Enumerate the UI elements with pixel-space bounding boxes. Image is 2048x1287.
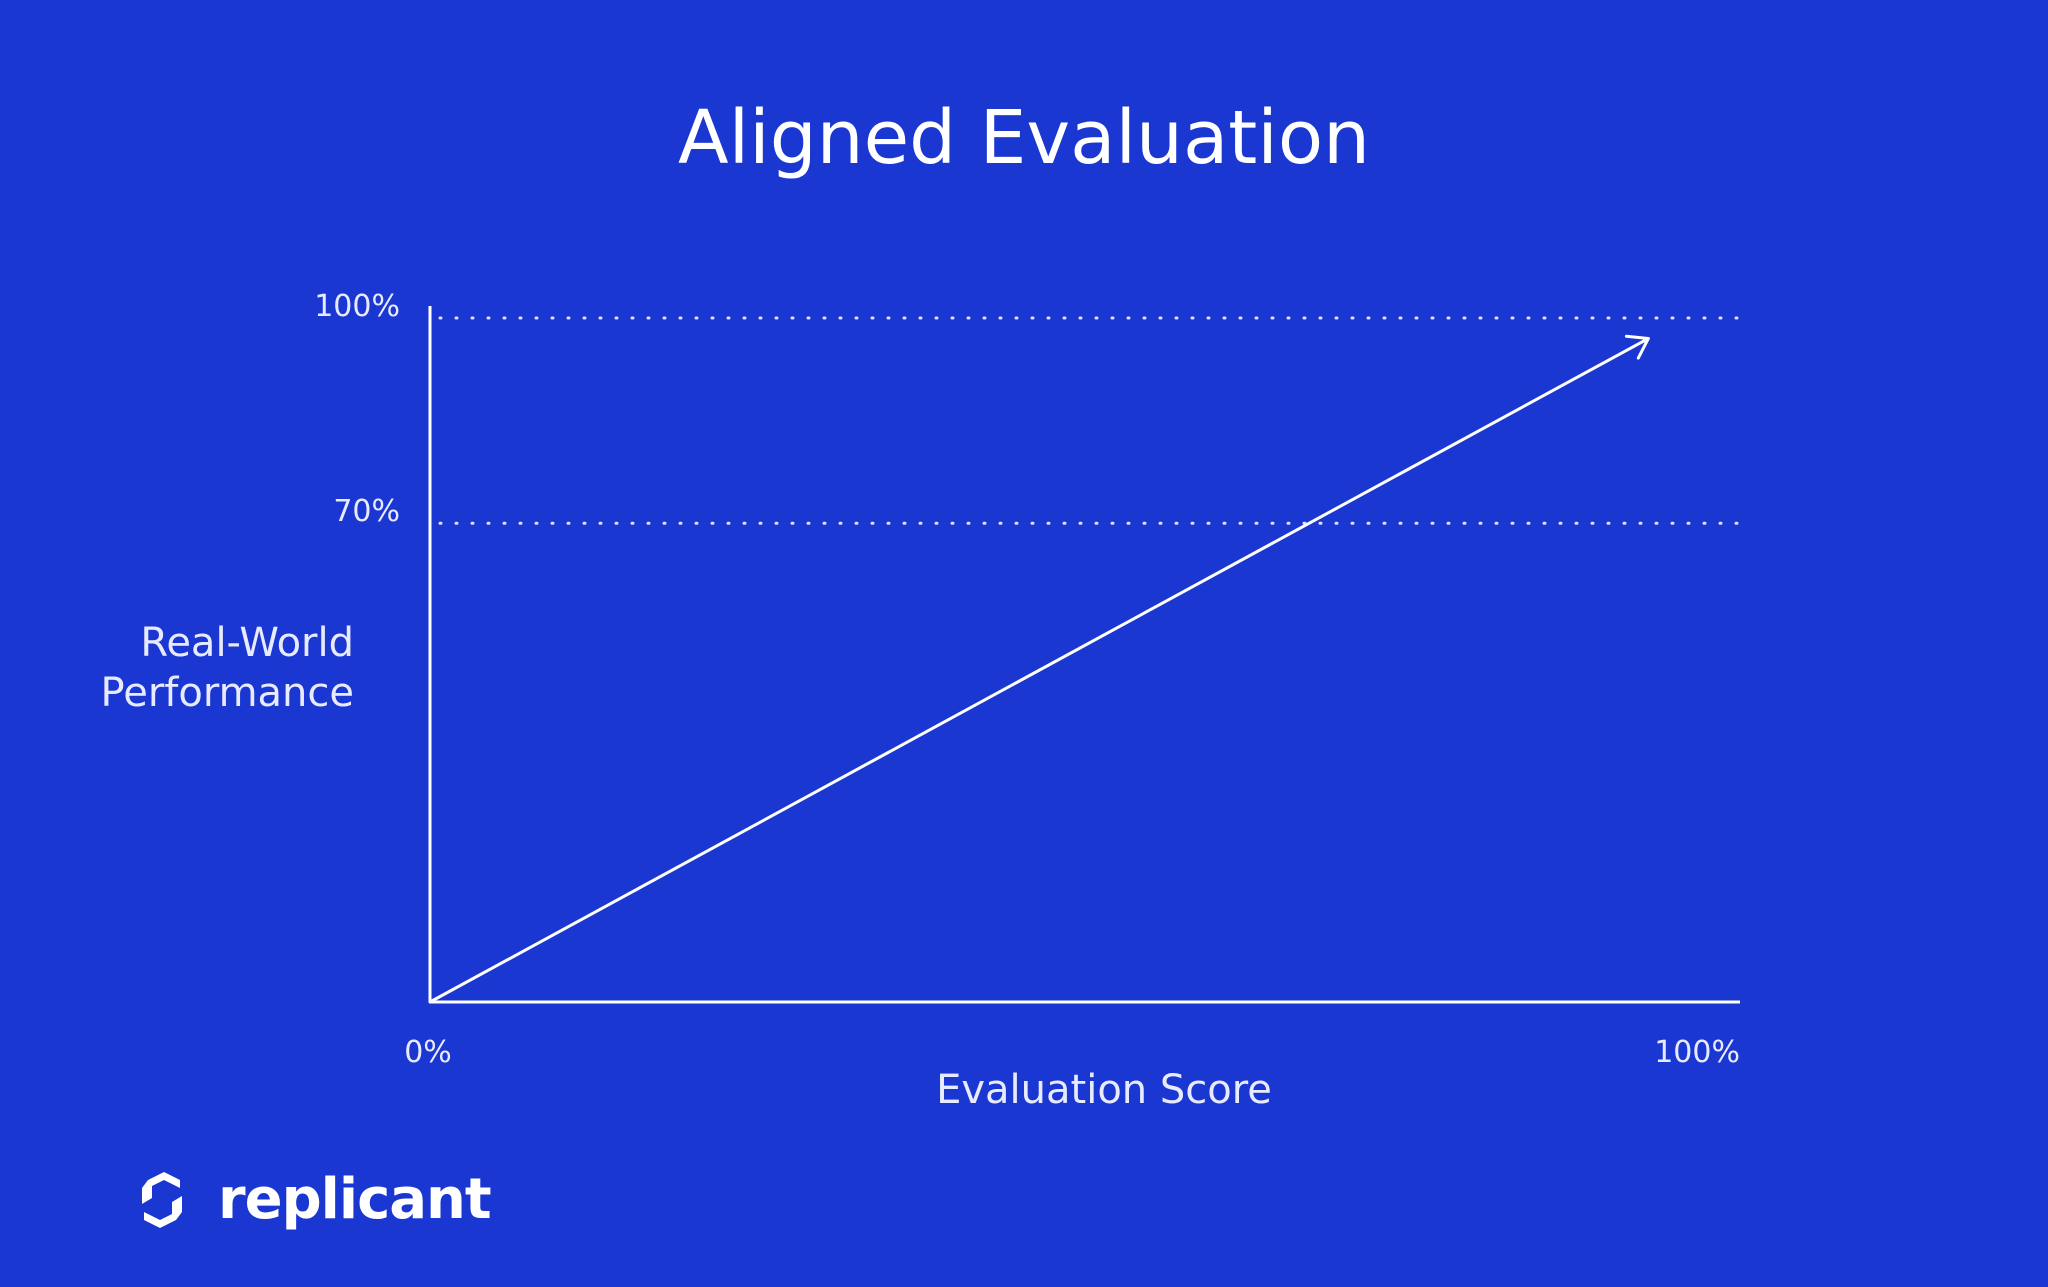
series-line	[428, 337, 1650, 1004]
brand-logo: replicant	[130, 1167, 492, 1232]
x-tick-label: 100%	[1654, 1035, 1740, 1070]
replicant-logo-icon	[142, 1172, 182, 1228]
brand-name: replicant	[218, 1167, 492, 1232]
x-axis-label: Evaluation Score	[936, 1067, 1272, 1113]
series-arrow-head	[1624, 334, 1650, 360]
y-axis-label: Real-World Performance	[100, 620, 354, 716]
x-tick-label: 0%	[404, 1035, 452, 1070]
y-tick-label: 70%	[333, 494, 400, 529]
chart-title: Aligned Evaluation	[677, 95, 1371, 181]
y-tick-label: 100%	[314, 289, 400, 324]
